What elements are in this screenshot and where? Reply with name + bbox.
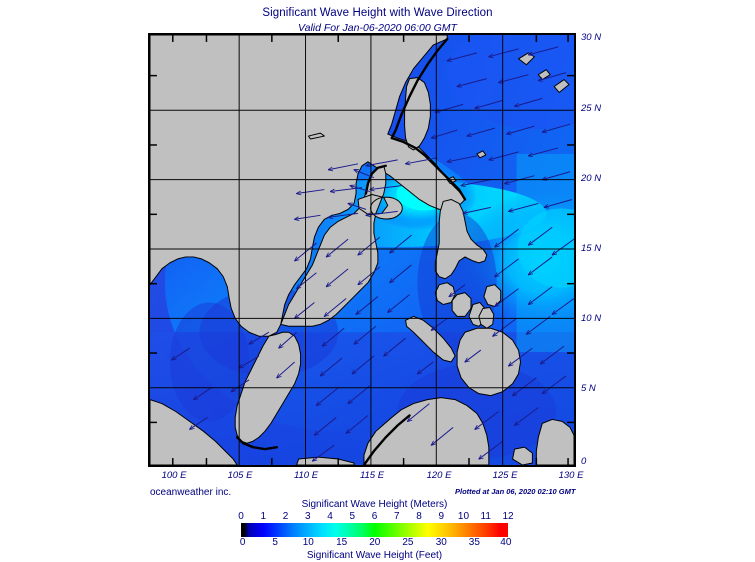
lat-label-2: 20 N	[581, 173, 602, 184]
land-sulawesi-sliver	[535, 418, 574, 465]
cbar-m-tick-5: 5	[349, 511, 356, 522]
lon-label-0: 100 E	[161, 470, 187, 481]
land-indochina-south	[280, 165, 387, 327]
lat-label-0: 30 N	[581, 32, 602, 43]
colorbar-ticks-feet: 0 5 10 15 20 25 30 35 40	[239, 537, 512, 549]
land-luzon	[434, 198, 488, 280]
page-title: Significant Wave Height with Wave Direct…	[262, 7, 493, 19]
land-panay	[451, 292, 472, 317]
colorbar-ticks-meters: 0 1 2 3 4 5 6 7 8 9 10 11 12	[238, 511, 513, 523]
cbar-m-tick-8: 8	[416, 511, 422, 522]
land-sumatra	[150, 399, 238, 465]
lat-label-6: 0	[581, 456, 587, 467]
lat-label-5: 5 N	[581, 383, 596, 394]
cbar-m-tick-12: 12	[502, 511, 514, 522]
colorbar-gradient-strip	[241, 523, 508, 537]
cbar-ft-tick-0: 0	[239, 537, 246, 548]
land-mindanao	[456, 327, 521, 397]
cbar-m-tick-0: 0	[238, 511, 244, 522]
colorbar: Significant Wave Height (Meters) 0 1 2 3…	[238, 498, 513, 562]
cbar-m-tick-4: 4	[327, 511, 333, 522]
cbar-ft-tick-5: 25	[402, 537, 414, 548]
land-palawan	[405, 315, 456, 363]
cbar-m-tick-9: 9	[438, 511, 445, 522]
land-okinawa	[553, 79, 570, 93]
cbar-ft-tick-3: 15	[336, 537, 348, 548]
cbar-m-tick-3: 3	[304, 511, 311, 522]
lon-label-3: 115 E	[359, 470, 385, 481]
plotted-at-label: Plotted at Jan 06, 2020 02:10 GMT	[455, 487, 576, 496]
cbar-m-tick-7: 7	[393, 511, 400, 522]
lat-label-3: 15 N	[581, 243, 602, 254]
lat-label-4: 10 N	[581, 313, 602, 324]
cbar-ft-tick-1: 5	[272, 537, 278, 548]
cbar-ft-tick-4: 20	[369, 537, 381, 548]
land-small-island-a	[476, 150, 487, 159]
lat-label-1: 25 N	[581, 103, 602, 114]
axis-tick-marks	[150, 35, 574, 465]
wave-height-map[interactable]	[150, 35, 574, 465]
lon-label-5: 125 E	[492, 470, 518, 481]
lon-label-1: 105 E	[227, 470, 253, 481]
cbar-ft-tick-6: 30	[435, 537, 447, 548]
lon-label-4: 120 E	[426, 470, 452, 481]
attribution-label: oceanweather inc.	[150, 487, 232, 498]
wave-direction-arrows	[172, 46, 574, 461]
cbar-m-tick-6: 6	[371, 511, 378, 522]
cbar-ft-tick-7: 35	[468, 537, 480, 548]
land-se-island-a	[512, 446, 533, 465]
cbar-m-tick-11: 11	[480, 511, 491, 522]
valid-time-subtitle: Valid For Jan-06-2020 06:00 GMT	[298, 22, 457, 34]
cbar-m-tick-2: 2	[282, 511, 289, 522]
graticule-grid	[150, 35, 574, 465]
cbar-ft-tick-2: 10	[302, 537, 314, 548]
lon-label-2: 110 E	[293, 470, 319, 481]
cbar-ft-tick-8: 40	[500, 537, 512, 548]
lon-label-6: 130 E	[558, 470, 584, 481]
land-pratas	[308, 132, 325, 140]
cbar-m-tick-10: 10	[457, 511, 470, 522]
colorbar-title-feet: Significant Wave Height (Feet)	[306, 550, 443, 561]
land-borneo	[363, 397, 490, 465]
map-plot-frame	[148, 33, 576, 467]
cbar-m-tick-1: 1	[260, 511, 267, 522]
colorbar-title-meters: Significant Wave Height (Meters)	[301, 499, 448, 510]
